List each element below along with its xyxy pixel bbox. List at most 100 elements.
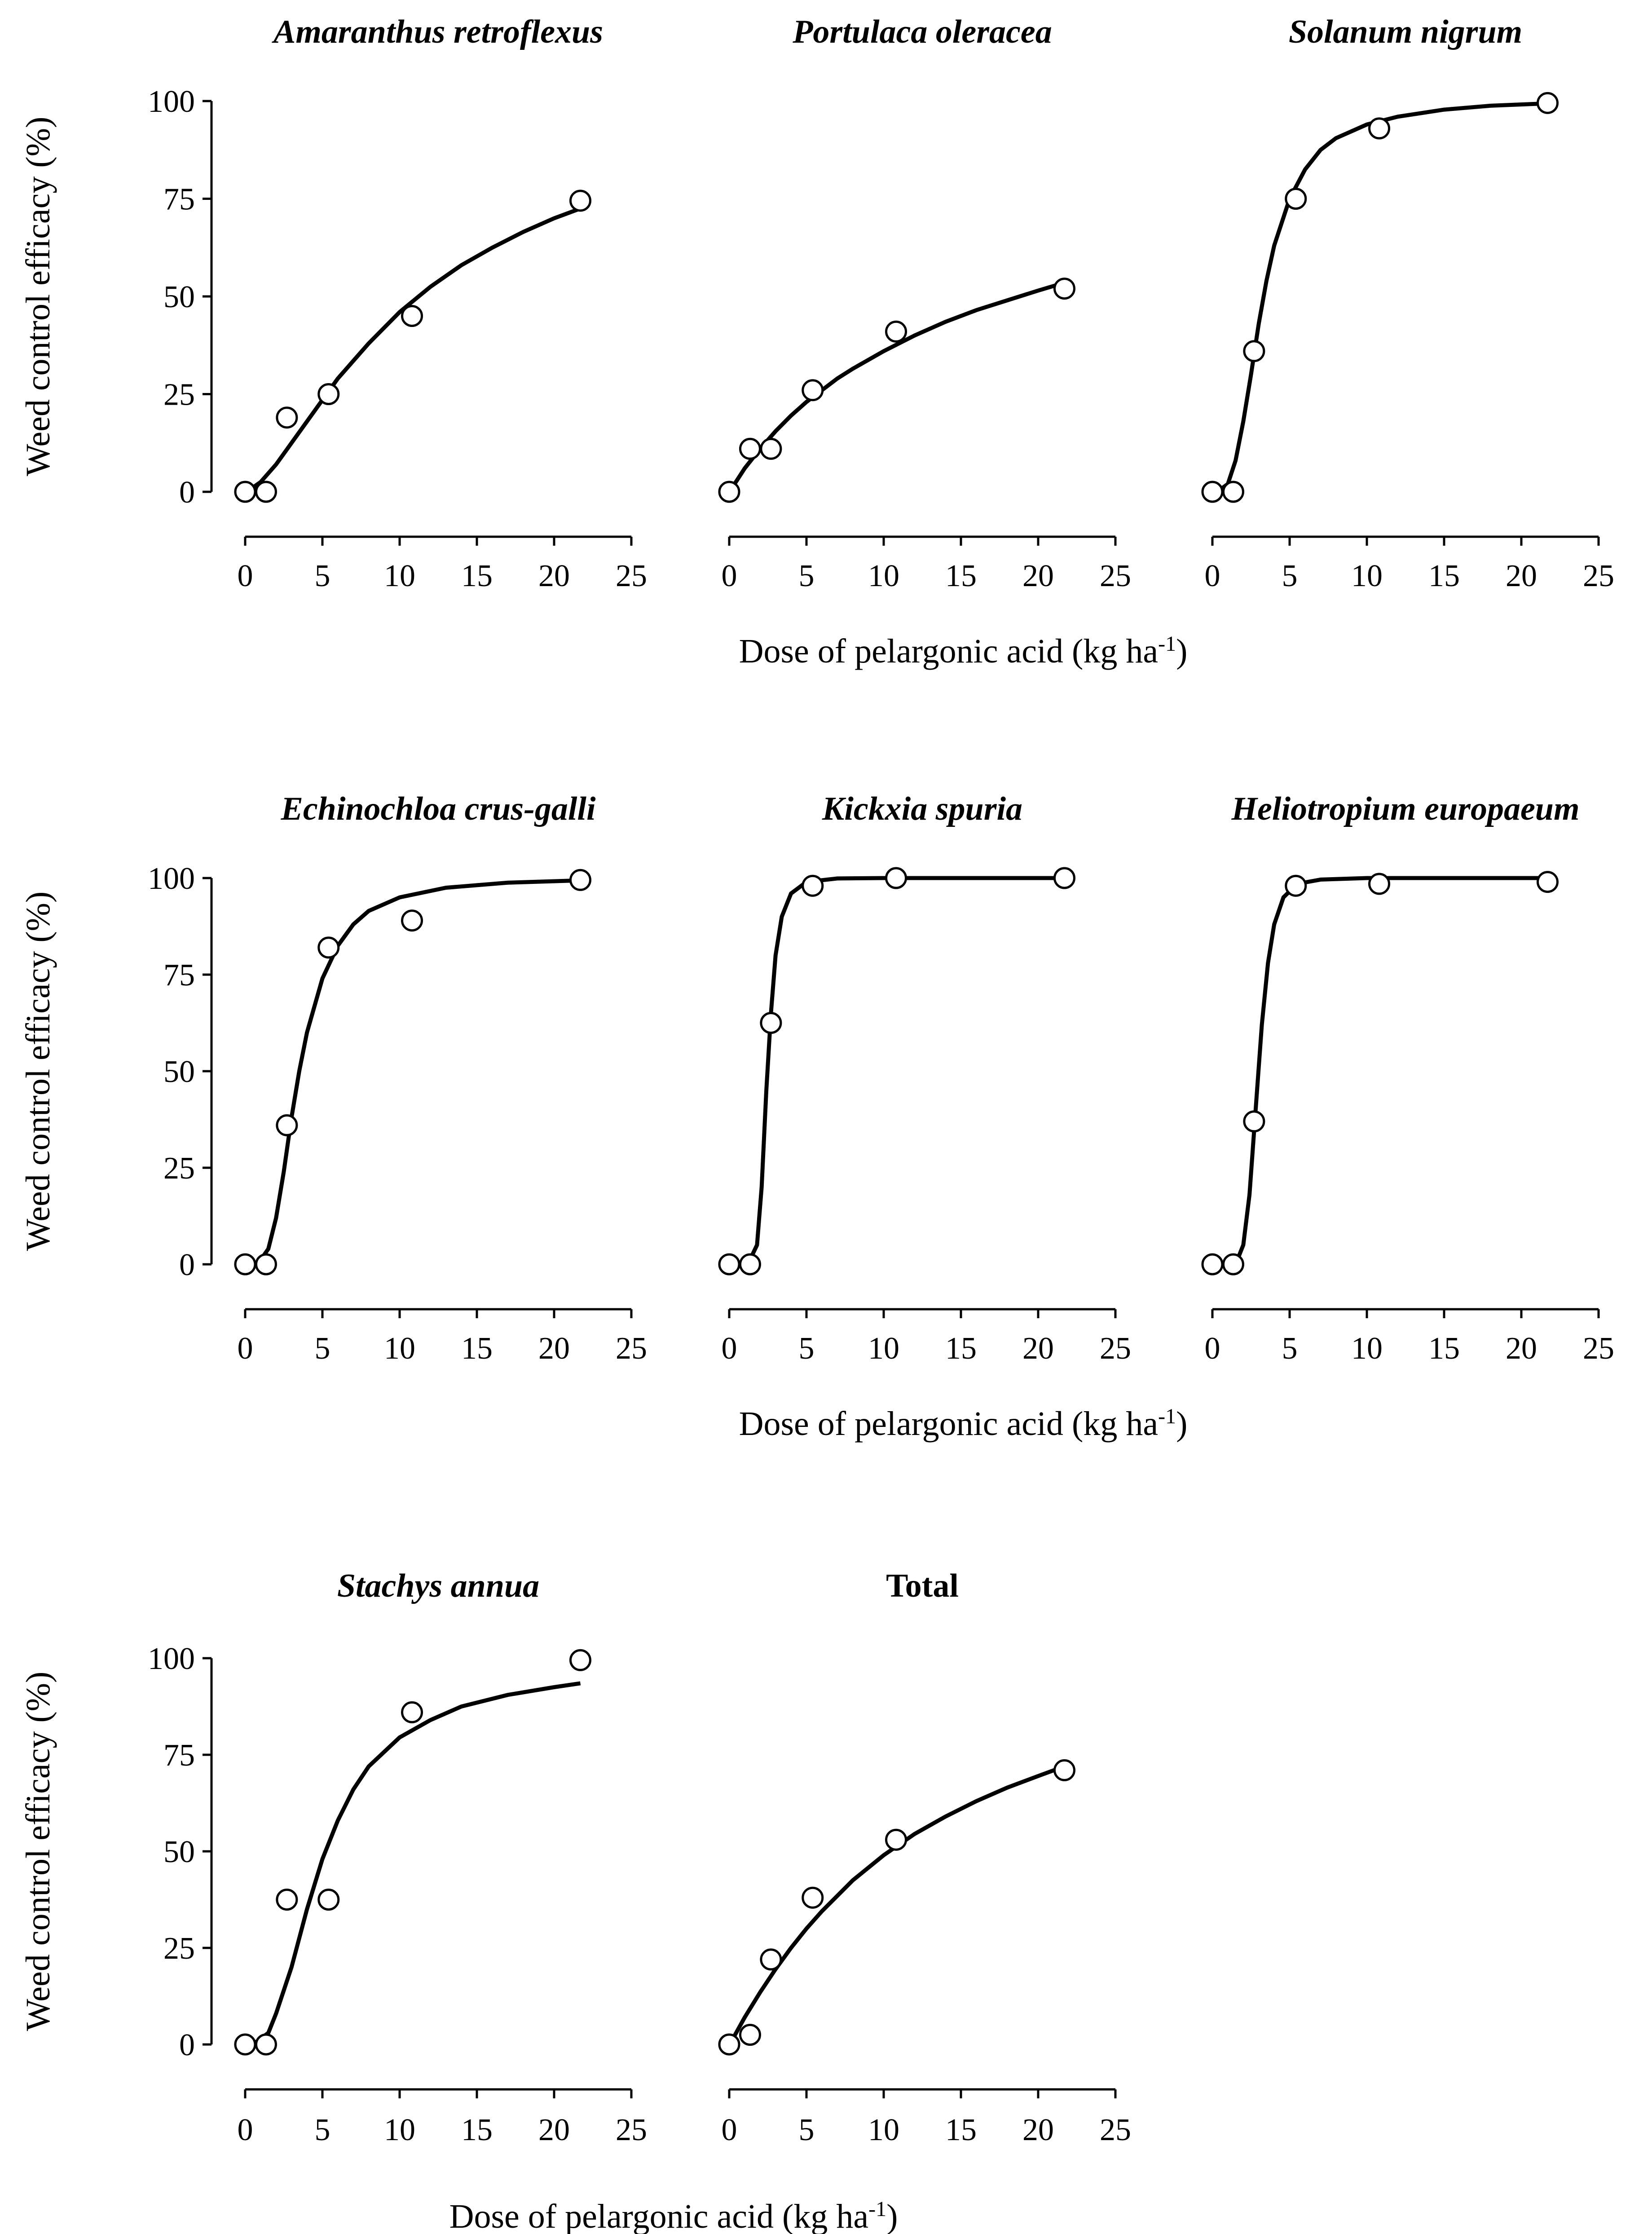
x-tick-label: 5 bbox=[315, 559, 330, 593]
y-tick-label: 25 bbox=[163, 1151, 195, 1186]
data-point bbox=[401, 305, 423, 327]
y-tick-label: 25 bbox=[163, 378, 195, 412]
x-tick-label: 15 bbox=[1428, 1331, 1460, 1366]
panel-5: Heliotropium europaeum 0 5 10 15 20 25 bbox=[1201, 790, 1614, 1366]
fit-curve bbox=[729, 281, 1065, 491]
data-point bbox=[885, 320, 907, 343]
panel-title: Stachys annua bbox=[337, 1567, 539, 1604]
x-tick-label: 0 bbox=[1205, 1331, 1220, 1366]
panel-1: Portulaca oleracea 0 5 10 15 20 25 bbox=[718, 13, 1131, 593]
y-axis-title: Weed control efficacy (%) bbox=[19, 1672, 57, 2031]
data-point bbox=[317, 936, 340, 959]
data-point bbox=[760, 437, 782, 460]
x-tick-label: 25 bbox=[1583, 1331, 1614, 1366]
x-tick-label: 0 bbox=[722, 2113, 737, 2147]
x-tick-label: 25 bbox=[1100, 1331, 1131, 1366]
x-tick-label: 10 bbox=[1351, 559, 1383, 593]
y-tick-label: 100 bbox=[148, 1642, 195, 1676]
panel-2: Solanum nigrum 0 5 10 15 20 25 bbox=[1201, 13, 1614, 593]
x-tick-label: 25 bbox=[1583, 559, 1614, 593]
x-tick-label: 10 bbox=[384, 2113, 415, 2147]
panel-title: Solanum nigrum bbox=[1289, 13, 1522, 50]
x-tick-label: 20 bbox=[538, 559, 570, 593]
x-tick-label: 25 bbox=[1100, 559, 1131, 593]
data-point bbox=[718, 1253, 740, 1276]
x-tick-label: 20 bbox=[1022, 559, 1054, 593]
y-tick-label: 50 bbox=[163, 1835, 195, 1869]
panel-title: Echinochloa crus-galli bbox=[280, 790, 595, 827]
y-tick-label: 100 bbox=[148, 84, 195, 119]
data-point bbox=[885, 1828, 907, 1851]
data-point bbox=[255, 2033, 277, 2056]
y-tick-label: 75 bbox=[163, 1738, 195, 1773]
fit-curve bbox=[1216, 101, 1548, 494]
y-tick-label: 0 bbox=[179, 475, 195, 510]
y-tick-label: 75 bbox=[163, 958, 195, 993]
data-point bbox=[885, 867, 907, 889]
data-point bbox=[1053, 278, 1075, 300]
x-tick-label: 25 bbox=[616, 559, 647, 593]
x-tick-label: 20 bbox=[1506, 1331, 1537, 1366]
x-tick-label: 5 bbox=[799, 1331, 815, 1366]
data-point bbox=[255, 1253, 277, 1276]
panel-title: Total bbox=[886, 1567, 959, 1604]
x-tick-label: 10 bbox=[868, 2113, 899, 2147]
data-point bbox=[276, 406, 298, 429]
x-axis-title: Dose of pelargonic acid (kg ha-1) bbox=[449, 2197, 898, 2234]
x-tick-label: 0 bbox=[238, 559, 253, 593]
y-tick-label: 50 bbox=[163, 1055, 195, 1089]
x-axis-title: Dose of pelargonic acid (kg ha-1) bbox=[739, 1404, 1188, 1443]
data-point bbox=[1053, 867, 1075, 889]
data-point bbox=[255, 481, 277, 503]
x-tick-label: 5 bbox=[799, 559, 815, 593]
data-point bbox=[1222, 1253, 1244, 1276]
x-tick-label: 20 bbox=[1506, 559, 1537, 593]
data-point bbox=[234, 481, 256, 503]
x-tick-label: 25 bbox=[616, 2113, 647, 2147]
x-tick-label: 15 bbox=[1428, 559, 1460, 593]
x-tick-label: 15 bbox=[945, 2113, 977, 2147]
data-point bbox=[1243, 340, 1265, 362]
x-tick-label: 5 bbox=[1282, 559, 1298, 593]
data-point bbox=[1222, 481, 1244, 503]
x-tick-label: 20 bbox=[1022, 2113, 1054, 2147]
panel-title: Portulaca oleracea bbox=[792, 13, 1052, 50]
x-tick-label: 5 bbox=[799, 2113, 815, 2147]
data-point bbox=[317, 1889, 340, 1911]
data-point bbox=[569, 190, 591, 212]
data-point bbox=[1285, 188, 1307, 210]
x-tick-label: 10 bbox=[868, 559, 899, 593]
data-point bbox=[401, 1701, 423, 1723]
data-point bbox=[1201, 1253, 1224, 1276]
x-tick-label: 15 bbox=[461, 1331, 493, 1366]
panel-title: Heliotropium europaeum bbox=[1231, 790, 1579, 827]
data-point bbox=[739, 437, 761, 460]
x-tick-label: 10 bbox=[868, 1331, 899, 1366]
data-point bbox=[234, 1253, 256, 1276]
fit-curve bbox=[256, 878, 581, 1266]
x-tick-label: 10 bbox=[384, 559, 415, 593]
data-point bbox=[802, 874, 824, 897]
y-tick-label: 75 bbox=[163, 182, 195, 217]
data-point bbox=[234, 2033, 256, 2056]
panel-7: Total 0 5 10 15 20 25 bbox=[718, 1567, 1131, 2147]
x-tick-label: 25 bbox=[1100, 2113, 1131, 2147]
y-tick-label: 100 bbox=[148, 861, 195, 896]
data-point bbox=[802, 379, 824, 402]
x-tick-label: 0 bbox=[238, 2113, 253, 2147]
data-point bbox=[1536, 871, 1559, 893]
fit-curve bbox=[251, 1681, 581, 2046]
x-tick-label: 10 bbox=[384, 1331, 415, 1366]
x-tick-label: 15 bbox=[945, 559, 977, 593]
data-point bbox=[1368, 873, 1391, 895]
data-point bbox=[401, 909, 423, 932]
x-tick-label: 15 bbox=[461, 2113, 493, 2147]
x-tick-label: 20 bbox=[538, 2113, 570, 2147]
data-point bbox=[739, 1253, 761, 1276]
data-point bbox=[1243, 1110, 1265, 1133]
data-point bbox=[276, 1889, 298, 1911]
